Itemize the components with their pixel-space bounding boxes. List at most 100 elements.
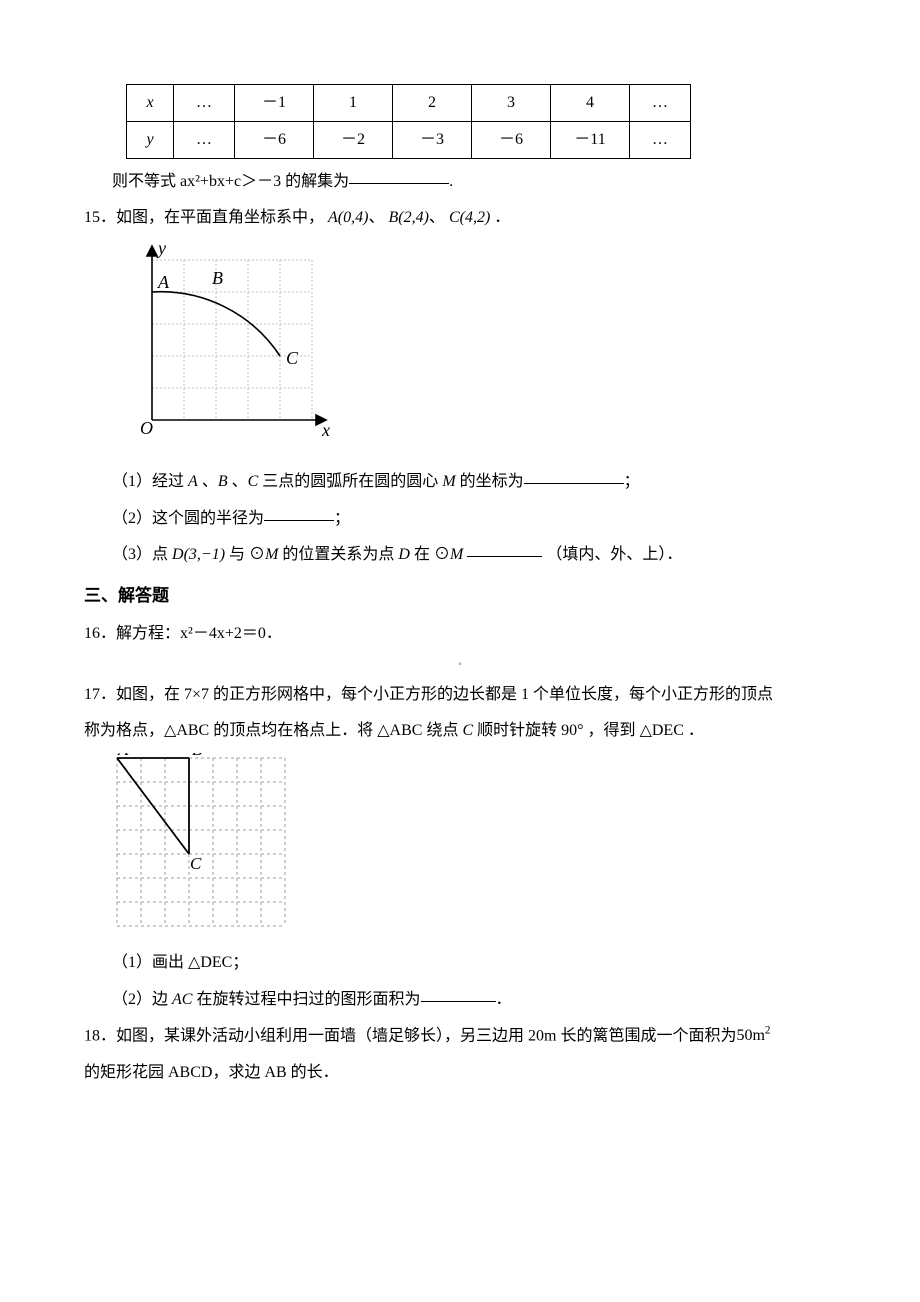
cell: －2 — [314, 122, 393, 159]
blank — [421, 985, 496, 1001]
sep: 、 — [429, 209, 445, 226]
blank — [264, 504, 334, 520]
t3: 绕点 — [422, 722, 462, 739]
pt-B: B(2,4) — [388, 209, 428, 226]
svg-text:B: B — [192, 753, 203, 759]
pt-A: A(0,4) — [328, 209, 368, 226]
D: D(3,−1) — [172, 546, 225, 563]
C: C — [462, 722, 473, 739]
q14-post: 的解集为 — [281, 173, 349, 190]
text: 如图，在 7×7 的正方形网格中，每个小正方形的边长都是 1 个单位长度，每个小… — [116, 686, 773, 703]
svg-text:O: O — [140, 418, 153, 438]
blank — [524, 468, 624, 484]
end: ． — [490, 209, 510, 226]
label: （1） — [112, 954, 152, 971]
sep: 、 — [202, 473, 218, 490]
q15-num: 15． — [84, 209, 116, 226]
tri: △ABC — [164, 722, 209, 739]
t5: ，得到 — [584, 722, 640, 739]
svg-text:A: A — [157, 272, 170, 292]
q17-sub2: （2）边 AC 在旋转过程中扫过的图形面积为． — [112, 985, 836, 1015]
semi: ； — [334, 510, 350, 527]
mid: 三点的圆弧所在圆的圆心 — [258, 473, 442, 490]
tri-b: △ABC — [377, 722, 422, 739]
label: （1） — [112, 473, 152, 490]
q17-sub1: （1）画出 △DEC； — [112, 948, 836, 978]
q17-line2: 称为格点，△ABC 的顶点均在格点上．将 △ABC 绕点 C 顺时针旋转 90°… — [84, 716, 836, 746]
t6: ． — [684, 722, 704, 739]
cell: －6 — [235, 122, 314, 159]
sep: 、 — [368, 209, 384, 226]
q16: 16．解方程：x²－4x+2＝0． — [84, 619, 836, 649]
text: 这个圆的半径为 — [152, 510, 264, 527]
q18-line1: 18．如图，某课外活动小组利用一面墙（墙足够长），另三边用 20m 长的篱笆围成… — [84, 1021, 836, 1052]
cell: －3 — [393, 122, 472, 159]
blank — [349, 168, 449, 184]
mid3: 在 ⊙ — [410, 546, 450, 563]
q17-line1: 17．如图，在 7×7 的正方形网格中，每个小正方形的边长都是 1 个单位长度，… — [84, 680, 836, 710]
q18-line2: 的矩形花园 ABCD，求边 AB 的长． — [84, 1058, 836, 1088]
semi: ； — [624, 473, 640, 490]
q16-num: 16． — [84, 625, 116, 642]
deg: 90° — [561, 722, 583, 739]
cell: … — [630, 85, 691, 122]
cell: 4 — [551, 85, 630, 122]
post: 在旋转过程中扫过的图形面积为 — [192, 991, 420, 1008]
q15-stem: 15．如图，在平面直角坐标系中， A(0,4)、 B(2,4)、 C(4,2) … — [84, 203, 836, 233]
Dplain: D — [398, 546, 410, 563]
svg-text:y: y — [156, 240, 166, 258]
blank — [467, 541, 542, 557]
M: M — [442, 473, 455, 490]
q14-pre: 则不等式 — [112, 173, 180, 190]
section-3-title: 三、解答题 — [84, 580, 836, 612]
t2: 的顶点均在格点上．将 — [209, 722, 377, 739]
post: 的坐标为 — [456, 473, 524, 490]
svg-text:A: A — [117, 753, 129, 759]
cell-x: x — [127, 85, 174, 122]
q15-sub3: （3）点 D(3,−1) 与 ⊙M 的位置关系为点 D 在 ⊙M （填内、外、上… — [112, 540, 836, 570]
label: （2） — [112, 991, 152, 1008]
mid2: 的位置关系为点 — [278, 546, 398, 563]
svg-text:x: x — [321, 420, 330, 440]
semi: ； — [232, 954, 248, 971]
q17-figure: A B C — [112, 753, 836, 942]
pre: 经过 — [152, 473, 188, 490]
q18-num: 18． — [84, 1027, 116, 1044]
q15-lead: 如图，在平面直角坐标系中， — [116, 209, 324, 226]
t4: 顺时针旋转 — [473, 722, 561, 739]
period: ． — [496, 991, 512, 1008]
cell: … — [174, 85, 235, 122]
M2: M — [450, 546, 463, 563]
cell: … — [174, 122, 235, 159]
M: M — [265, 546, 278, 563]
cell: －11 — [551, 122, 630, 159]
tri2: △DEC — [640, 722, 684, 739]
q15-figure: O x y A B C — [112, 240, 836, 461]
B: B — [218, 473, 228, 490]
cell: 2 — [393, 85, 472, 122]
q14-expr: ax²+bx+c＞－3 — [180, 173, 281, 190]
q14-table: x … －1 1 2 3 4 … y … －6 －2 －3 －6 －11 … — [126, 84, 691, 159]
svg-text:B: B — [212, 268, 223, 288]
sep: 、 — [232, 473, 248, 490]
A: A — [188, 473, 198, 490]
q15-sub2: （2）这个圆的半径为 ； — [112, 504, 836, 534]
pre: 点 — [152, 546, 172, 563]
text: 如图，某课外活动小组利用一面墙（墙足够长），另三边用 20m 长的篱笆围成一个面… — [116, 1027, 736, 1044]
label: （3） — [112, 546, 152, 563]
svg-text:C: C — [286, 348, 299, 368]
cell: －1 — [235, 85, 314, 122]
obj: △DEC — [188, 954, 232, 971]
period: . — [449, 173, 453, 190]
cell: … — [630, 122, 691, 159]
text: 画出 — [152, 954, 188, 971]
q16-eq: x²－4x+2＝0． — [180, 625, 282, 642]
area: 50m2 — [736, 1027, 770, 1044]
label: （2） — [112, 510, 152, 527]
mid1: 与 ⊙ — [225, 546, 265, 563]
q15-sub1: （1）经过 A 、B 、C 三点的圆弧所在圆的圆心 M 的坐标为； — [112, 467, 836, 497]
C: C — [248, 473, 259, 490]
cell: 3 — [472, 85, 551, 122]
cell-y: y — [127, 122, 174, 159]
pt-C: C(4,2) — [449, 209, 490, 226]
